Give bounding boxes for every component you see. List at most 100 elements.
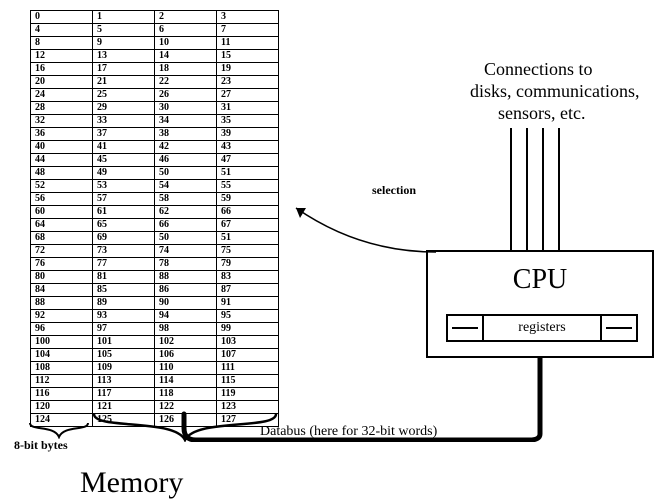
memory-cell: 97 [93, 323, 155, 336]
memory-cell: 80 [31, 271, 93, 284]
memory-cell: 69 [93, 232, 155, 245]
table-row: 44454647 [31, 154, 279, 167]
table-row: 32333435 [31, 115, 279, 128]
memory-cell: 109 [93, 362, 155, 375]
memory-cell: 33 [93, 115, 155, 128]
table-row: 28293031 [31, 102, 279, 115]
register-slot-left [448, 316, 484, 340]
table-row: 12131415 [31, 50, 279, 63]
memory-cell: 24 [31, 89, 93, 102]
memory-cell: 83 [217, 271, 279, 284]
memory-cell: 1 [93, 11, 155, 24]
table-row: 88899091 [31, 297, 279, 310]
memory-cell: 87 [217, 284, 279, 297]
memory-cell: 76 [31, 258, 93, 271]
table-row: 68695051 [31, 232, 279, 245]
memory-cell: 21 [93, 76, 155, 89]
memory-cell: 62 [155, 206, 217, 219]
connections-line2: disks, communications, [470, 80, 640, 102]
memory-cell: 99 [217, 323, 279, 336]
memory-cell: 56 [31, 193, 93, 206]
memory-cell: 41 [93, 141, 155, 154]
memory-cell: 50 [155, 167, 217, 180]
connection-line [542, 128, 544, 250]
memory-cell: 26 [155, 89, 217, 102]
memory-cell: 117 [93, 388, 155, 401]
memory-cell: 81 [93, 271, 155, 284]
memory-cell: 4 [31, 24, 93, 37]
memory-cell: 54 [155, 180, 217, 193]
memory-cell: 51 [217, 167, 279, 180]
memory-cell: 102 [155, 336, 217, 349]
registers-label: registers [484, 316, 600, 340]
memory-cell: 103 [217, 336, 279, 349]
memory-cell: 40 [31, 141, 93, 154]
memory-cell: 58 [155, 193, 217, 206]
memory-cell: 16 [31, 63, 93, 76]
memory-cell: 74 [155, 245, 217, 258]
cpu-label: CPU [428, 264, 652, 296]
memory-cell: 68 [31, 232, 93, 245]
memory-cell: 39 [217, 128, 279, 141]
memory-cell: 2 [155, 11, 217, 24]
table-row: 72737475 [31, 245, 279, 258]
register-slot-right [600, 316, 636, 340]
table-row: 0123 [31, 11, 279, 24]
connections-text: Connections to disks, communications, se… [484, 58, 640, 124]
memory-cell: 53 [93, 180, 155, 193]
table-row: 80818883 [31, 271, 279, 284]
memory-cell: 15 [217, 50, 279, 63]
memory-cell: 55 [217, 180, 279, 193]
registers-box: registers [446, 314, 638, 342]
memory-cell: 0 [31, 11, 93, 24]
connections-line3: sensors, etc. [498, 102, 640, 124]
bytes-label: 8-bit bytes [14, 438, 68, 453]
memory-cell: 5 [93, 24, 155, 37]
memory-cell: 95 [217, 310, 279, 323]
memory-cell: 89 [93, 297, 155, 310]
memory-cell: 34 [155, 115, 217, 128]
memory-cell: 50 [155, 232, 217, 245]
memory-cell: 90 [155, 297, 217, 310]
table-row: 40414243 [31, 141, 279, 154]
table-row: 84858687 [31, 284, 279, 297]
memory-cell: 23 [217, 76, 279, 89]
memory-cell: 37 [93, 128, 155, 141]
table-row: 36373839 [31, 128, 279, 141]
memory-cell: 66 [217, 206, 279, 219]
table-row: 20212223 [31, 76, 279, 89]
table-row: 92939495 [31, 310, 279, 323]
memory-cell: 93 [93, 310, 155, 323]
memory-cell: 44 [31, 154, 93, 167]
memory-cell: 43 [217, 141, 279, 154]
memory-cell: 46 [155, 154, 217, 167]
memory-cell: 25 [93, 89, 155, 102]
memory-cell: 72 [31, 245, 93, 258]
memory-cell: 45 [93, 154, 155, 167]
memory-cell: 67 [217, 219, 279, 232]
memory-cell: 9 [93, 37, 155, 50]
memory-cell: 88 [155, 271, 217, 284]
memory-cell: 13 [93, 50, 155, 63]
memory-cell: 12 [31, 50, 93, 63]
memory-cell: 105 [93, 349, 155, 362]
table-row: 16171819 [31, 63, 279, 76]
memory-cell: 22 [155, 76, 217, 89]
databus-path [178, 356, 578, 442]
memory-cell: 61 [93, 206, 155, 219]
memory-cell: 112 [31, 375, 93, 388]
memory-cell: 78 [155, 258, 217, 271]
memory-cell: 120 [31, 401, 93, 414]
memory-cell: 27 [217, 89, 279, 102]
memory-cell: 10 [155, 37, 217, 50]
table-row: 64656667 [31, 219, 279, 232]
memory-cell: 17 [93, 63, 155, 76]
memory-cell: 85 [93, 284, 155, 297]
connection-line [510, 128, 512, 250]
memory-label: Memory [80, 466, 183, 500]
memory-cell: 14 [155, 50, 217, 63]
table-row: 76777879 [31, 258, 279, 271]
memory-cell: 94 [155, 310, 217, 323]
memory-cell: 6 [155, 24, 217, 37]
memory-cell: 91 [217, 297, 279, 310]
